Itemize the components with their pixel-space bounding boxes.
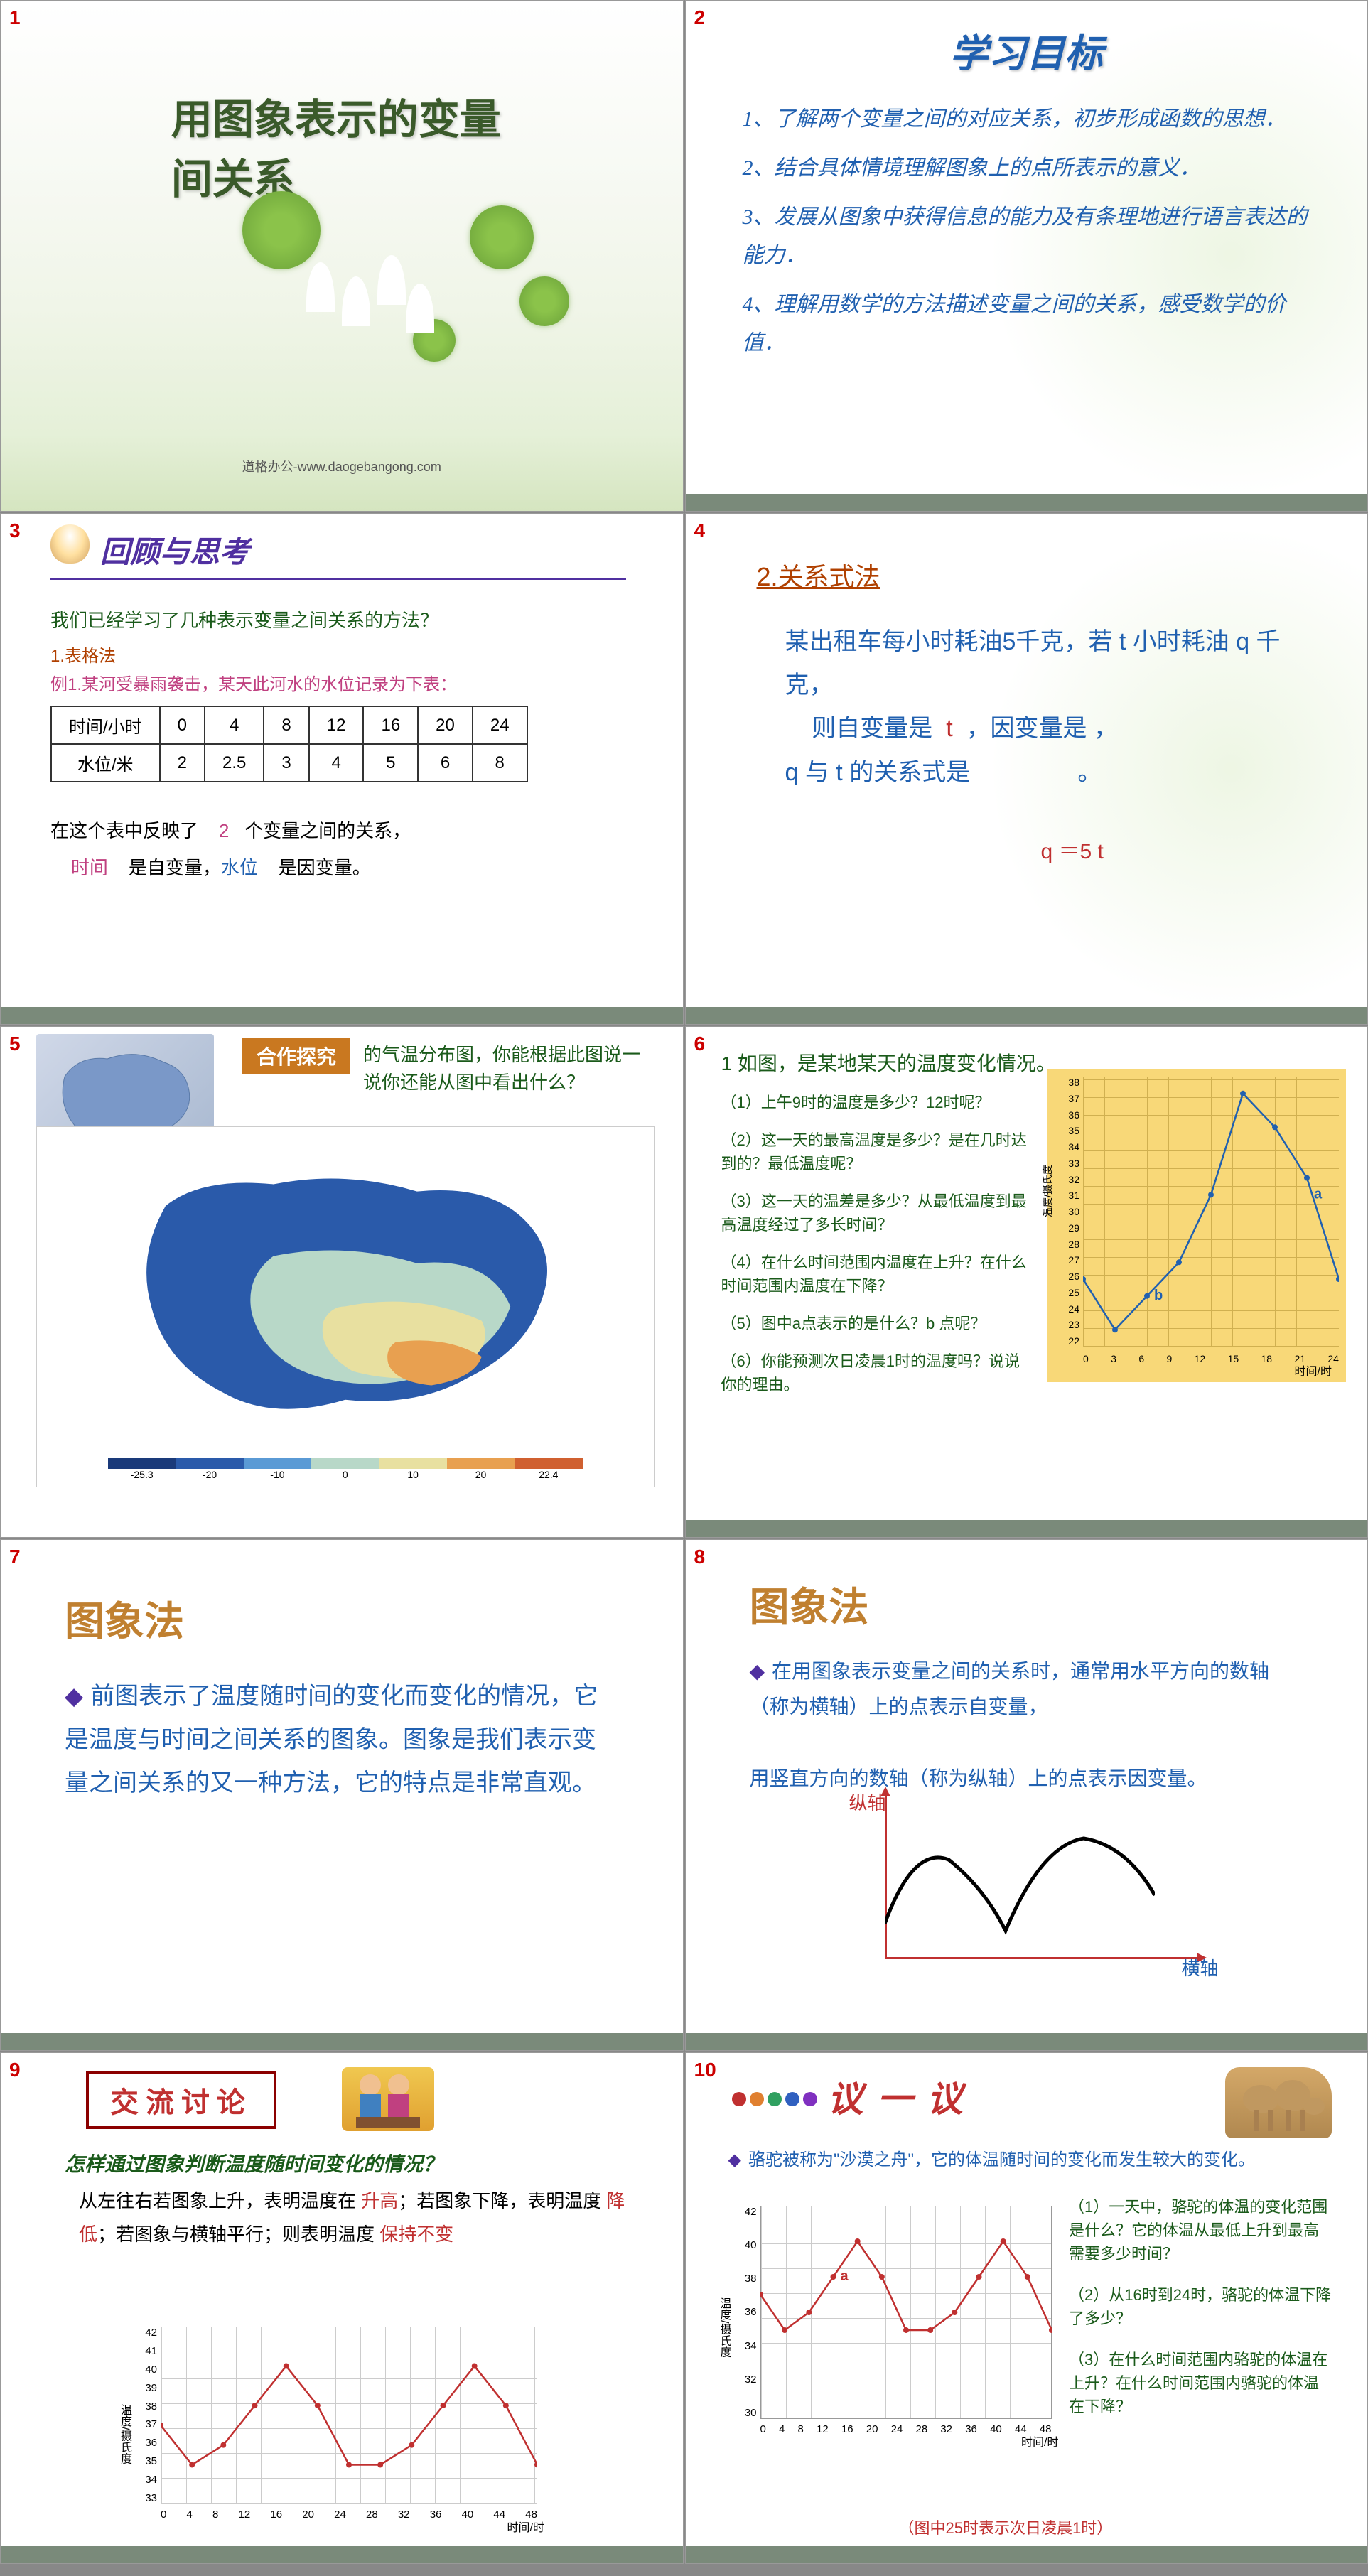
axis-diagram: 纵轴 横轴: [849, 1789, 1205, 1988]
body-text: 从左往右若图象上升，表明温度在 升高；若图象下降，表明温度 降低；若图象与横轴平…: [79, 2184, 626, 2251]
camel-icon: [1225, 2067, 1332, 2138]
svg-text:a: a: [1314, 1186, 1323, 1202]
y-axis-label: 温度/摄氏度: [1040, 1165, 1055, 1217]
bulb-icon: [50, 524, 90, 564]
decoration-icon: [728, 2081, 821, 2117]
slide-number: 4: [694, 519, 706, 542]
slide-5: 5 合作探究 的气温分布图，你能根据此图说一说你还能从图中看出什么？ -25.3…: [0, 1026, 684, 1538]
slide-9: 9 交流讨论 怎样通过图象判断温度随时间变化的情况？ 从左往右若图象上升，表明温…: [0, 2052, 684, 2564]
slide-title: 学习目标: [949, 22, 1103, 78]
kids-icon: [342, 2067, 434, 2131]
x-axis-label: 时间/时: [1295, 1362, 1332, 1379]
slide-title: 1 如图，是某地某天的温度变化情况。: [721, 1048, 1056, 1077]
slide-6: 6 1 如图，是某地某天的温度变化情况。 （1）上午9时的温度是多少？12时呢？…: [685, 1026, 1368, 1538]
slide-title: 交流讨论: [110, 2079, 252, 2120]
slide-number: 7: [9, 1546, 21, 1568]
watermark: 道格办公-www.daogebangong.com: [242, 457, 441, 475]
example-text: 例1.某河受暴雨袭击，某天此河水的水位记录为下表：: [50, 670, 457, 695]
intro-text: 的气温分布图，你能根据此图说一说你还能从图中看出什么？: [363, 1041, 655, 1096]
badge-label: 合作探究: [242, 1038, 350, 1074]
china-temperature-map: -25.3-20-100102022.4: [36, 1126, 655, 1487]
question-item: （2）从16时到24时，骆驼的体温下降了多少？: [1069, 2283, 1332, 2330]
slide-title: 用图象表示的变量间关系: [171, 86, 512, 205]
question-list: （1）一天中，骆驼的体温的变化范围是什么？它的体温从最低上升到最高需要多少时间？…: [1069, 2195, 1332, 2436]
china-map-svg: [94, 1148, 597, 1450]
question-item: （4）在什么时间范围内温度在上升？在什么时间范围内温度在下降？: [721, 1251, 1034, 1298]
question-item: （3）在什么时间范围内骆驼的体温在上升？在什么时间范围内骆驼的体温在下降？: [1069, 2348, 1332, 2418]
slide-title: 回顾与思考: [100, 528, 249, 571]
slide-title: 图象法: [750, 1575, 869, 1633]
x-axis-label: 时间/时: [1021, 2432, 1058, 2450]
objective-item: 2、结合具体情境理解图象上的点所表示的意义．: [743, 149, 1311, 188]
map-legend: -25.3-20-100102022.4: [108, 1458, 583, 1480]
objective-item: 4、理解用数学的方法描述变量之间的关系，感受数学的价值．: [743, 286, 1311, 362]
y-axis-label: 温度/摄氏度: [116, 2404, 133, 2464]
body-text: 某出租车每小时耗油5千克，若 t 小时耗油 q 千克， 则自变量是 t ，因变量…: [785, 620, 1283, 794]
slide-1: 1 用图象表示的变量间关系 道格办公-www.daogebangong.com: [0, 0, 684, 512]
y-axis-label: 温度/摄氏度: [716, 2297, 733, 2357]
question-item: （1）上午9时的温度是多少？12时呢？: [721, 1091, 1034, 1114]
method-title: 2.关系式法: [757, 556, 880, 593]
question-item: （6）你能预测次日凌晨1时的温度吗？说说你的理由。: [721, 1349, 1034, 1396]
slide-8: 8 图象法 ◆在用图象表示变量之间的关系时，通常用水平方向的数轴（称为横轴）上的…: [685, 1539, 1368, 2051]
slide-number: 1: [9, 6, 21, 29]
objectives-list: 1、了解两个变量之间的对应关系，初步形成函数的思想． 2、结合具体情境理解图象上…: [743, 100, 1311, 373]
slide-number: 8: [694, 1546, 706, 1568]
slide-number: 2: [694, 6, 706, 29]
flower-decoration: [221, 191, 576, 440]
x-axis-label: 时间/时: [507, 2518, 544, 2535]
slide-number: 5: [9, 1033, 21, 1055]
slide-3: 3 回顾与思考 我们已经学习了几种表示变量之间关系的方法？ 1.表格法 例1.某…: [0, 513, 684, 1025]
question-item: （2）这一天的最高温度是多少？是在几时达到的？最低温度呢？: [721, 1128, 1034, 1175]
slide-4: 4 2.关系式法 某出租车每小时耗油5千克，若 t 小时耗油 q 千克， 则自变…: [685, 513, 1368, 1025]
slide-7: 7 图象法 ◆前图表示了温度随时间的变化而变化的情况，它是温度与时间之间关系的图…: [0, 1539, 684, 2051]
question-item: （3）这一天的温差是多少？从最低温度到最高温度经过了多长时间？: [721, 1190, 1034, 1236]
equation: q ＝5 t: [1041, 834, 1104, 865]
intro-text: ◆骆驼被称为"沙漠之舟"，它的体温随时间的变化而发生较大的变化。: [728, 2145, 1325, 2170]
temperature-chart: 33343536373839404142 0481216202428323640…: [122, 2316, 548, 2536]
svg-text:a: a: [840, 2268, 849, 2284]
slide-number: 6: [694, 1033, 706, 1055]
question-item: （5）图中a点表示的是什么？b 点呢？: [721, 1312, 1034, 1335]
slide-title: 议一议: [828, 2071, 977, 2122]
title-box: 交流讨论: [86, 2071, 276, 2129]
slide-10: 10 议一议 ◆骆驼被称为"沙漠之舟"，它的体温随时间的变化而发生较大的变化。 …: [685, 2052, 1368, 2564]
data-table: 时间/小时04812162024 水位/米22.534568: [50, 706, 528, 782]
slide-number: 3: [9, 519, 21, 542]
svg-text:b: b: [1154, 1288, 1163, 1303]
question-list: （1）上午9时的温度是多少？12时呢？ （2）这一天的最高温度是多少？是在几时达…: [721, 1091, 1034, 1411]
objective-item: 3、发展从图象中获得信息的能力及有条理地进行语言表达的能力．: [743, 198, 1311, 275]
method-label: 1.表格法: [50, 642, 116, 667]
slide-grid: 1 用图象表示的变量间关系 道格办公-www.daogebangong.com …: [0, 0, 1368, 2564]
slide-2: 2 学习目标 1、了解两个变量之间的对应关系，初步形成函数的思想． 2、结合具体…: [685, 0, 1368, 512]
camel-temperature-chart: a 30323436384042 04812162024283236404448…: [721, 2195, 1062, 2451]
slide-number: 10: [694, 2059, 716, 2081]
objective-item: 1、了解两个变量之间的对应关系，初步形成函数的思想．: [743, 100, 1311, 139]
slide-number: 9: [9, 2059, 21, 2081]
x-axis-label: 横轴: [1181, 1954, 1218, 1980]
note-text: （图中25时表示次日凌晨1时）: [899, 2516, 1113, 2538]
conclusion-text: 在这个表中反映了 2 个变量之间的关系， 时间 是自变量，水位 是因变量。: [50, 812, 411, 886]
question-text: 我们已经学习了几种表示变量之间关系的方法？: [50, 606, 438, 632]
temperature-chart: ab 2223242526272829303132333435363738 03…: [1047, 1069, 1346, 1382]
question-item: （1）一天中，骆驼的体温的变化范围是什么？它的体温从最低上升到最高需要多少时间？: [1069, 2195, 1332, 2265]
y-axis-label: 纵轴: [849, 1789, 886, 1815]
slide-title: 图象法: [65, 1590, 184, 1647]
question-text: 怎样通过图象判断温度随时间变化的情况？: [65, 2149, 443, 2177]
body-text: ◆前图表示了温度随时间的变化而变化的情况，它是温度与时间之间关系的图象。图象是我…: [65, 1675, 619, 1806]
body-text: ◆在用图象表示变量之间的关系时，通常用水平方向的数轴（称为横轴）上的点表示自变量…: [750, 1654, 1304, 1797]
